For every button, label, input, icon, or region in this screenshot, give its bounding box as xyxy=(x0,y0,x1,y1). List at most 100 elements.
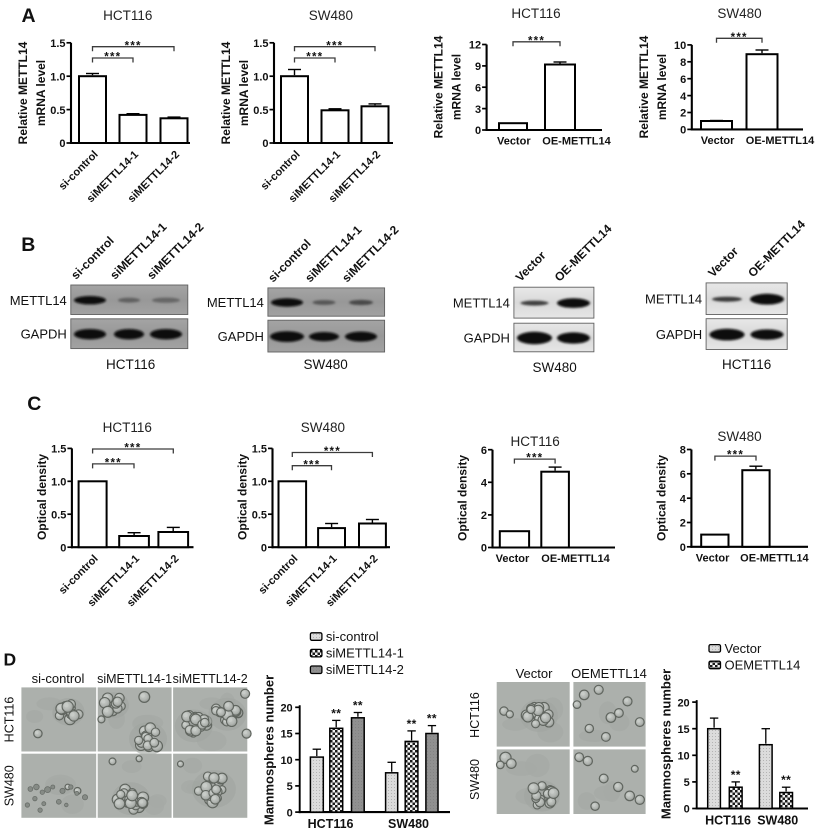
svg-text:HCT116: HCT116 xyxy=(103,8,152,23)
svg-text:1.0: 1.0 xyxy=(50,71,65,83)
svg-text:6: 6 xyxy=(475,83,481,95)
svg-text:Vector: Vector xyxy=(497,136,531,148)
svg-text:HCT116: HCT116 xyxy=(511,6,560,21)
svg-text:***: *** xyxy=(324,446,341,458)
svg-text:SW480: SW480 xyxy=(301,420,345,435)
svg-text:6: 6 xyxy=(680,469,686,481)
svg-text:4: 4 xyxy=(680,91,687,103)
svg-text:Optical density: Optical density xyxy=(654,455,668,541)
svg-text:1.5: 1.5 xyxy=(252,444,267,456)
svg-text:si-control: si-control xyxy=(326,629,379,644)
svg-text:***: *** xyxy=(731,32,748,44)
svg-text:**: ** xyxy=(427,712,437,726)
svg-text:**: ** xyxy=(353,699,363,713)
svg-text:GAPDH: GAPDH xyxy=(464,331,510,346)
svg-text:Mammospheres number: Mammospheres number xyxy=(262,675,277,825)
svg-text:Vector: Vector xyxy=(696,552,730,564)
svg-text:0: 0 xyxy=(287,807,293,819)
svg-text:Optical density: Optical density xyxy=(35,454,49,540)
svg-text:0: 0 xyxy=(262,138,268,150)
svg-text:0.5: 0.5 xyxy=(50,105,65,117)
svg-text:SW480: SW480 xyxy=(303,357,347,372)
svg-text:Optical density: Optical density xyxy=(456,455,470,541)
svg-text:0: 0 xyxy=(680,125,686,137)
svg-text:0: 0 xyxy=(59,138,65,150)
svg-text:OE-METTL14: OE-METTL14 xyxy=(740,552,809,564)
svg-text:10: 10 xyxy=(674,40,686,52)
svg-text:5: 5 xyxy=(287,781,293,793)
svg-text:METTL14: METTL14 xyxy=(10,293,67,308)
svg-text:HCT116: HCT116 xyxy=(106,357,155,372)
svg-text:D: D xyxy=(4,650,17,670)
svg-text:8: 8 xyxy=(680,445,686,457)
svg-text:0.5: 0.5 xyxy=(51,510,66,522)
svg-text:siMETTL14-1: siMETTL14-1 xyxy=(97,672,172,686)
svg-text:15: 15 xyxy=(280,729,292,741)
svg-text:8: 8 xyxy=(680,57,686,69)
svg-text:SW480: SW480 xyxy=(757,814,798,828)
svg-text:GAPDH: GAPDH xyxy=(656,327,702,342)
svg-text:Vector: Vector xyxy=(516,666,554,681)
svg-text:HCT116: HCT116 xyxy=(705,814,751,828)
svg-text:SW480: SW480 xyxy=(717,429,761,444)
svg-text:20: 20 xyxy=(280,703,292,715)
svg-text:siMETTL14-1: siMETTL14-1 xyxy=(326,646,404,661)
svg-text:**: ** xyxy=(781,773,791,787)
svg-text:OE-METTL14: OE-METTL14 xyxy=(746,135,815,147)
svg-text:5: 5 xyxy=(684,777,690,789)
svg-text:HCT116: HCT116 xyxy=(3,697,17,743)
svg-text:HCT116: HCT116 xyxy=(103,420,152,435)
svg-text:GAPDH: GAPDH xyxy=(218,329,264,344)
svg-text:Relative METTL14: Relative METTL14 xyxy=(637,35,651,138)
svg-text:20: 20 xyxy=(677,697,689,709)
svg-text:6: 6 xyxy=(680,74,686,86)
svg-text:0: 0 xyxy=(475,125,481,137)
svg-text:6: 6 xyxy=(481,445,487,457)
svg-text:**: ** xyxy=(731,768,741,782)
svg-text:1.0: 1.0 xyxy=(51,477,66,489)
svg-text:1.5: 1.5 xyxy=(51,444,66,456)
svg-text:1.0: 1.0 xyxy=(252,477,267,489)
svg-text:**: ** xyxy=(407,717,417,731)
svg-text:0: 0 xyxy=(481,543,487,555)
svg-text:***: *** xyxy=(306,52,323,64)
svg-text:***: *** xyxy=(125,40,142,52)
svg-text:SW480: SW480 xyxy=(3,765,17,806)
svg-text:SW480: SW480 xyxy=(309,8,353,23)
svg-text:SW480: SW480 xyxy=(468,759,482,800)
svg-text:10: 10 xyxy=(280,755,292,767)
svg-text:A: A xyxy=(22,5,36,27)
svg-text:4: 4 xyxy=(680,493,687,505)
svg-text:0: 0 xyxy=(680,542,686,554)
svg-text:mRNA level: mRNA level xyxy=(34,60,48,126)
svg-text:4: 4 xyxy=(481,478,488,490)
svg-text:2: 2 xyxy=(680,518,686,530)
svg-text:METTL14: METTL14 xyxy=(453,296,510,311)
svg-text:***: *** xyxy=(104,52,121,64)
svg-text:***: *** xyxy=(326,40,343,52)
svg-text:***: *** xyxy=(526,453,543,465)
svg-text:SW480: SW480 xyxy=(717,6,761,21)
svg-text:***: *** xyxy=(303,459,320,471)
svg-text:15: 15 xyxy=(677,724,689,736)
svg-text:10: 10 xyxy=(677,751,689,763)
svg-text:0.5: 0.5 xyxy=(252,510,267,522)
svg-text:OE-METTL14: OE-METTL14 xyxy=(541,553,610,565)
svg-text:OEMETTL14: OEMETTL14 xyxy=(571,666,647,681)
svg-text:Vector: Vector xyxy=(725,641,763,656)
svg-text:OEMETTL14: OEMETTL14 xyxy=(725,657,801,672)
svg-text:HCT116: HCT116 xyxy=(722,357,771,372)
svg-text:Vector: Vector xyxy=(496,553,530,565)
svg-text:2: 2 xyxy=(680,108,686,120)
svg-text:Relative METTL14: Relative METTL14 xyxy=(219,41,233,144)
svg-text:HCT116: HCT116 xyxy=(468,692,482,738)
svg-text:mRNA level: mRNA level xyxy=(237,60,251,126)
svg-text:C: C xyxy=(27,393,41,415)
svg-text:SW480: SW480 xyxy=(533,360,577,375)
svg-text:METTL14: METTL14 xyxy=(645,292,702,307)
svg-text:Mammospheres number: Mammospheres number xyxy=(658,669,673,819)
svg-text:***: *** xyxy=(727,450,744,462)
svg-text:0.5: 0.5 xyxy=(253,105,268,117)
svg-text:HCT116: HCT116 xyxy=(511,434,560,449)
svg-text:Relative METTL14: Relative METTL14 xyxy=(16,41,30,144)
